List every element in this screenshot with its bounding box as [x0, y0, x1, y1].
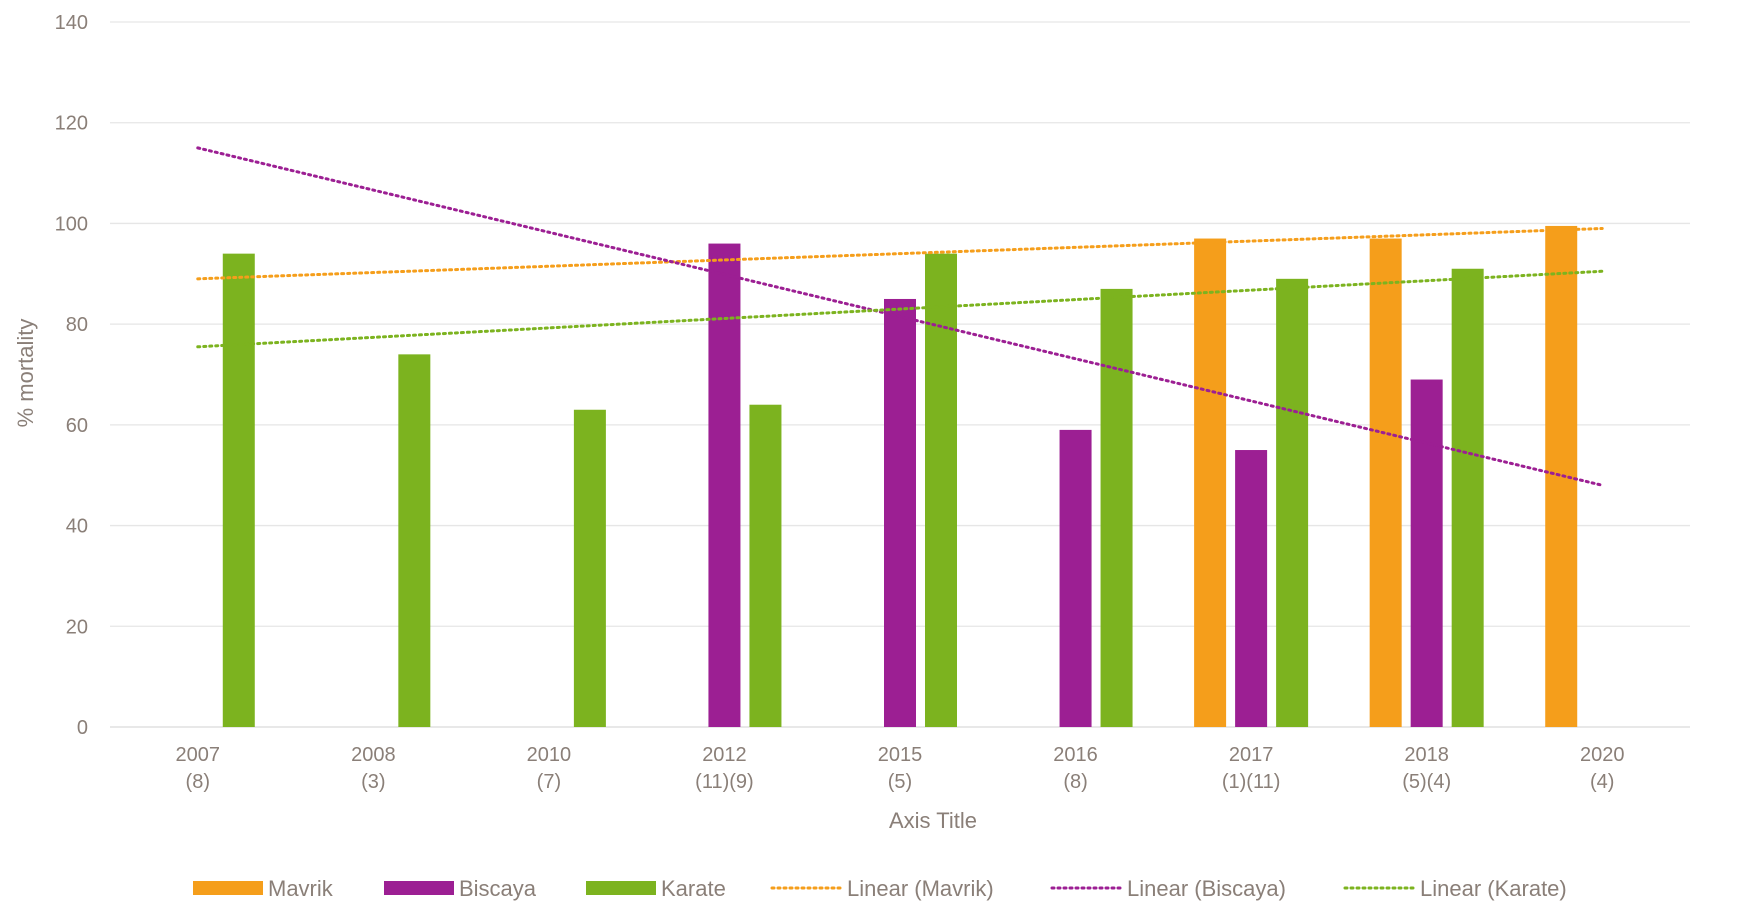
legend-label: Biscaya [459, 876, 537, 901]
bar-biscaya-2015 [884, 298, 916, 727]
x-tick-year: 2016 [1053, 744, 1098, 766]
y-axis-title: % mortality [13, 319, 38, 428]
legend-label: Linear (Karate) [1420, 876, 1567, 901]
x-tick-count: (8) [186, 771, 210, 793]
x-tick-count: (5) [888, 771, 912, 793]
trendlines [196, 146, 1604, 487]
x-tick-year: 2018 [1404, 744, 1449, 766]
x-tick-count: (7) [537, 771, 561, 793]
bar-karate-2018 [1451, 268, 1484, 727]
y-tick-label: 60 [66, 415, 88, 437]
legend-item-linear-biscaya: Linear (Biscaya) [1050, 876, 1286, 901]
legend-swatch [586, 881, 656, 895]
legend-label: Karate [661, 876, 726, 901]
x-tick-year: 2010 [527, 744, 572, 766]
x-tick-count: (5)(4) [1402, 771, 1451, 793]
x-tick-year: 2012 [702, 744, 747, 766]
y-tick-label: 40 [66, 516, 88, 538]
bar-biscaya-2016 [1059, 429, 1092, 727]
legend-label: Linear (Biscaya) [1127, 876, 1286, 901]
x-tick-year: 2017 [1229, 744, 1274, 766]
y-tick-label: 140 [55, 12, 88, 34]
x-tick-count: (4) [1590, 771, 1614, 793]
bar-karate-2007 [222, 253, 255, 727]
y-tick-label: 120 [55, 113, 88, 135]
legend-item-linear-mavrik: Linear (Mavrik) [770, 876, 994, 901]
legend-label: Mavrik [268, 876, 334, 901]
legend-swatch [193, 881, 263, 895]
bar-karate-2008 [398, 354, 431, 727]
legend-item-linear-karate: Linear (Karate) [1343, 876, 1567, 901]
bar-karate-2012 [749, 404, 782, 727]
bar-mavrik-2017 [1194, 238, 1227, 728]
bar-biscaya-2012 [708, 243, 741, 728]
bar-biscaya-2018 [1410, 379, 1443, 727]
bar-karate-2010 [573, 409, 606, 727]
bar-mavrik-2018 [1369, 238, 1402, 728]
legend-swatch [384, 881, 454, 895]
bar-karate-2016 [1100, 288, 1133, 727]
y-tick-label: 20 [66, 616, 88, 638]
x-tick-count: (11)(9) [695, 771, 754, 793]
y-tick-label: 80 [66, 314, 88, 336]
legend-item-biscaya: Biscaya [384, 876, 537, 901]
x-tick-year: 2015 [878, 744, 923, 766]
x-tick-year: 2007 [176, 744, 221, 766]
x-tick-count: (1)(11) [1222, 771, 1281, 793]
bar-mavrik-2020 [1545, 225, 1578, 728]
y-tick-label: 0 [77, 717, 88, 739]
y-tick-label: 100 [55, 213, 88, 235]
legend: Mavrik Biscaya Karate Linear (Mavrik) Linear… [193, 876, 1567, 901]
x-axis-ticks: 2007 (8) 2008 (3) 2010 (7) 2012 (11)(9) 2015 (5) 2… [176, 744, 1625, 793]
trendline-linear-mavrik [196, 226, 1604, 281]
bar-karate-2017 [1276, 278, 1309, 727]
bar-karate-2015 [925, 253, 957, 727]
bar-biscaya-2017 [1235, 450, 1268, 727]
x-axis-title: Axis Title [889, 808, 977, 833]
legend-label: Linear (Mavrik) [847, 876, 994, 901]
legend-item-karate: Karate [586, 876, 726, 901]
x-tick-year: 2020 [1580, 744, 1625, 766]
trendline-linear-karate [196, 269, 1604, 349]
legend-item-mavrik: Mavrik [193, 876, 334, 901]
y-axis-ticks: 0 20 40 60 80 100 120 140 [55, 12, 88, 739]
bars [222, 225, 1578, 728]
x-tick-year: 2008 [351, 744, 396, 766]
x-tick-count: (8) [1063, 771, 1087, 793]
trendline-linear-biscaya [196, 146, 1604, 487]
x-tick-count: (3) [361, 771, 385, 793]
